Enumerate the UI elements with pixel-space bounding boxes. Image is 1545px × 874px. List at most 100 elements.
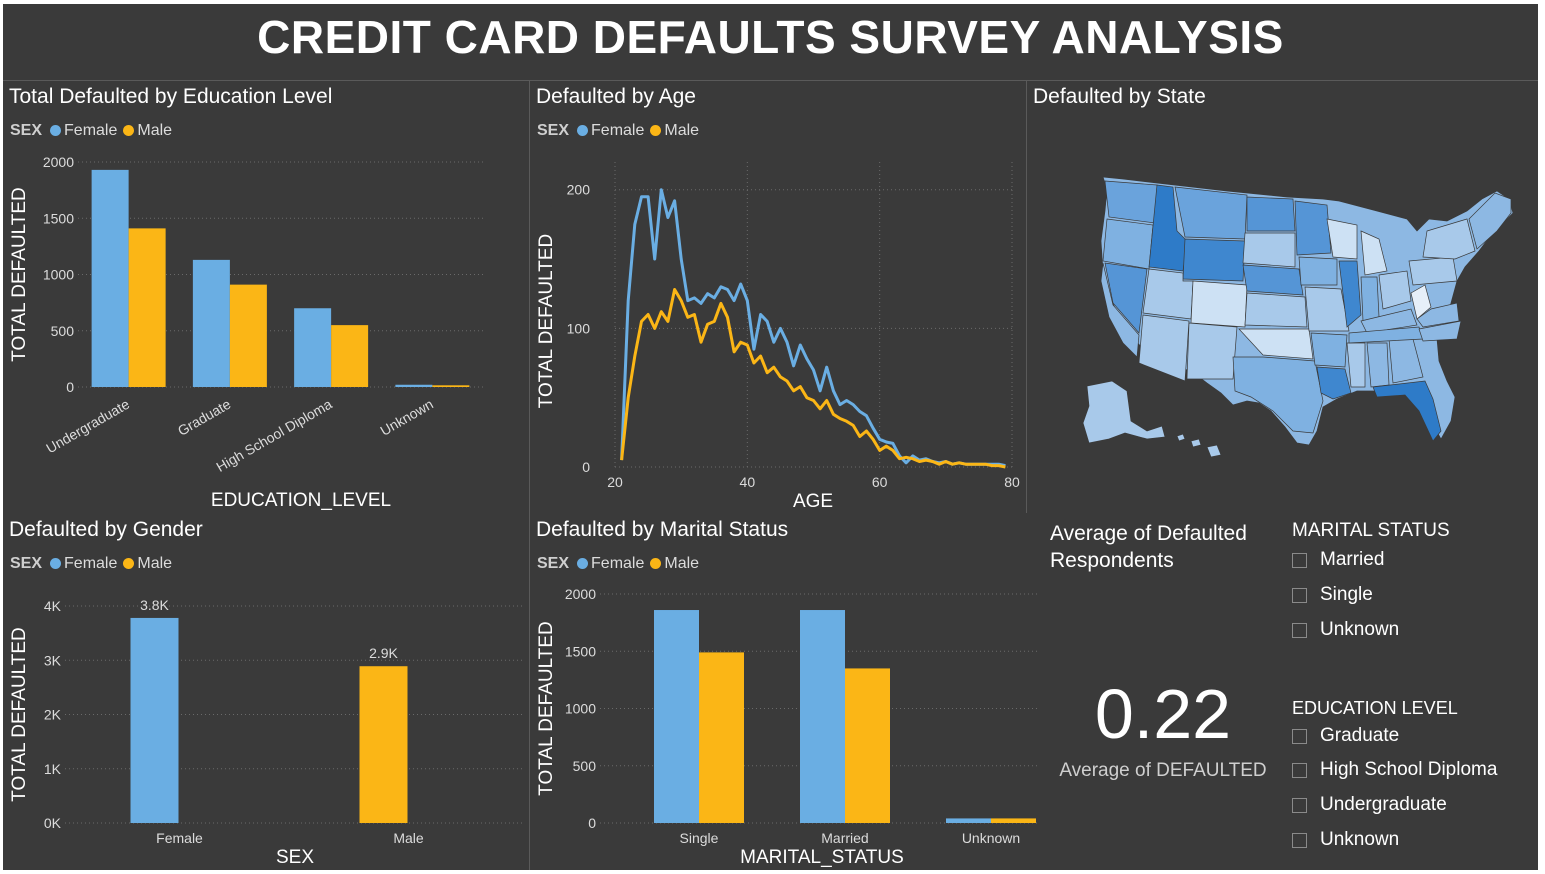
legend-title: SEX (537, 122, 570, 139)
y-tick-label: 2K (44, 707, 62, 723)
age-chart-panel: Defaulted by Age SEX Female Male 0 100 200 20… (530, 81, 1026, 513)
age-chart-title: Defaulted by Age (536, 85, 696, 108)
x-tick-label: Female (156, 830, 203, 846)
x-tick-label: Married (821, 830, 868, 846)
x-tick-label: Male (393, 830, 424, 846)
legend-female: Female (64, 555, 118, 572)
slicer-item-label: Married (1320, 549, 1385, 570)
y-tick-label: 0K (44, 815, 62, 831)
map-state-michigan[interactable] (1360, 230, 1388, 276)
map-state-oklahoma[interactable] (1238, 328, 1314, 360)
checkbox[interactable] (1292, 587, 1307, 603)
marital-chart-title: Defaulted by Marital Status (536, 518, 789, 541)
bar-female (946, 818, 991, 823)
map-state-virginia[interactable] (1416, 302, 1460, 328)
gender-chart-legend: SEX Female Male (10, 555, 176, 573)
map-state-alabama[interactable] (1366, 342, 1390, 388)
marital-chart-legend: SEX Female Male (537, 555, 703, 573)
map-state-kentucky[interactable] (1360, 308, 1418, 334)
y-axis-title: TOTAL DEFAULTED (9, 627, 30, 802)
divider (1026, 81, 1027, 513)
slicer-item-label: High School Diploma (1320, 759, 1498, 780)
map-state-north-carolina[interactable] (1418, 320, 1462, 342)
education-chart-panel: Total Defaulted by Education Level SEX Fe… (3, 81, 529, 513)
age-line-chart: 0 100 200 20 40 60 80 AGE TOTAL DEFAULTED (536, 162, 1020, 512)
bar-female (800, 610, 845, 823)
y-tick-label: 3K (44, 652, 62, 668)
marital-status-slicer-title: MARITAL STATUS (1292, 520, 1450, 541)
bar-female (130, 617, 179, 823)
y-tick-label: 500 (51, 323, 75, 339)
map-state-kansas[interactable] (1244, 292, 1308, 328)
checkbox[interactable] (1292, 797, 1307, 813)
y-tick-label: 4K (44, 598, 62, 614)
map-state-new-york[interactable] (1422, 218, 1476, 260)
legend-male-marker (650, 125, 662, 136)
slicer-item-label: Unknown (1320, 829, 1400, 850)
y-axis-title: TOTAL DEFAULTED (536, 621, 557, 796)
map-state-new-mexico[interactable] (1186, 322, 1238, 380)
map-state-illinois[interactable] (1338, 260, 1362, 328)
legend-female: Female (591, 555, 645, 572)
map-state-new-england[interactable] (1468, 192, 1512, 250)
map-state-california[interactable] (1100, 262, 1140, 358)
checkbox[interactable] (1292, 552, 1307, 568)
x-axis-title: EDUCATION_LEVEL (211, 490, 391, 511)
map-state-missouri[interactable] (1304, 286, 1350, 332)
slicer-item-high-school-diploma[interactable]: High School Diploma (1292, 758, 1497, 782)
map-state-texas[interactable] (1232, 356, 1324, 434)
map-state-north-dakota[interactable] (1246, 196, 1296, 232)
x-tick-label: Graduate (175, 396, 234, 439)
checkbox[interactable] (1292, 728, 1307, 744)
data-label: 3.8K (140, 597, 169, 613)
slicer-item-graduate[interactable]: Graduate (1292, 724, 1399, 748)
slicer-item-label: Graduate (1320, 725, 1400, 746)
map-state-arkansas[interactable] (1310, 332, 1348, 368)
map-state-florida[interactable] (1372, 380, 1442, 442)
map-state-mississippi[interactable] (1346, 342, 1366, 388)
x-tick-label: 80 (1004, 474, 1020, 490)
legend-male-marker (650, 558, 662, 569)
x-axis-title: AGE (793, 491, 833, 512)
map-state-iowa[interactable] (1298, 256, 1338, 286)
map-state-alaska[interactable] (1082, 380, 1166, 444)
slicer-item-undergraduate[interactable]: Undergraduate (1292, 793, 1447, 817)
slicer-item-marital-unknown[interactable]: Unknown (1292, 618, 1399, 642)
state-map-panel: Defaulted by State (1027, 81, 1538, 513)
map-state-nebraska[interactable] (1242, 264, 1304, 296)
slicer-item-single[interactable]: Single (1292, 583, 1373, 607)
map-state-pennsylvania[interactable] (1408, 256, 1458, 286)
checkbox[interactable] (1292, 832, 1307, 848)
checkbox[interactable] (1292, 762, 1307, 778)
map-state-ohio[interactable] (1378, 270, 1412, 310)
map-state-west-virginia[interactable] (1410, 284, 1432, 320)
kpi-label: Average of DEFAULTED (1059, 760, 1267, 781)
legend-title: SEX (10, 555, 43, 572)
map-state-hawaii[interactable] (1176, 433, 1222, 458)
x-axis-title: SEX (276, 847, 314, 868)
slicers-panel: MARITAL STATUS Married Single Unknown ED… (1278, 514, 1538, 870)
y-axis-title: TOTAL DEFAULTED (9, 187, 30, 362)
x-tick-label: Unknown (962, 830, 1020, 846)
map-state-washington[interactable] (1104, 180, 1158, 224)
map-state-colorado[interactable] (1190, 280, 1248, 328)
y-tick-label: 100 (567, 320, 591, 336)
map-state-louisiana[interactable] (1316, 366, 1352, 400)
map-state-minnesota[interactable] (1294, 200, 1332, 256)
map-state-wyoming[interactable] (1182, 238, 1246, 282)
bar-female (654, 610, 699, 823)
map-state-arizona[interactable] (1138, 314, 1190, 382)
map-state-south-dakota[interactable] (1242, 232, 1296, 268)
map-state-nevada[interactable] (1104, 262, 1148, 334)
map-state-oregon[interactable] (1102, 218, 1154, 270)
slicer-item-education-unknown[interactable]: Unknown (1292, 828, 1399, 852)
map-state-montana[interactable] (1174, 186, 1248, 240)
map-state-wisconsin[interactable] (1326, 218, 1358, 260)
slicer-item-married[interactable]: Married (1292, 548, 1384, 572)
y-tick-label: 0 (588, 815, 596, 831)
divider (529, 81, 530, 870)
x-axis-title: MARITAL_STATUS (740, 847, 904, 868)
checkbox[interactable] (1292, 622, 1307, 638)
map-state-indiana[interactable] (1360, 276, 1380, 322)
